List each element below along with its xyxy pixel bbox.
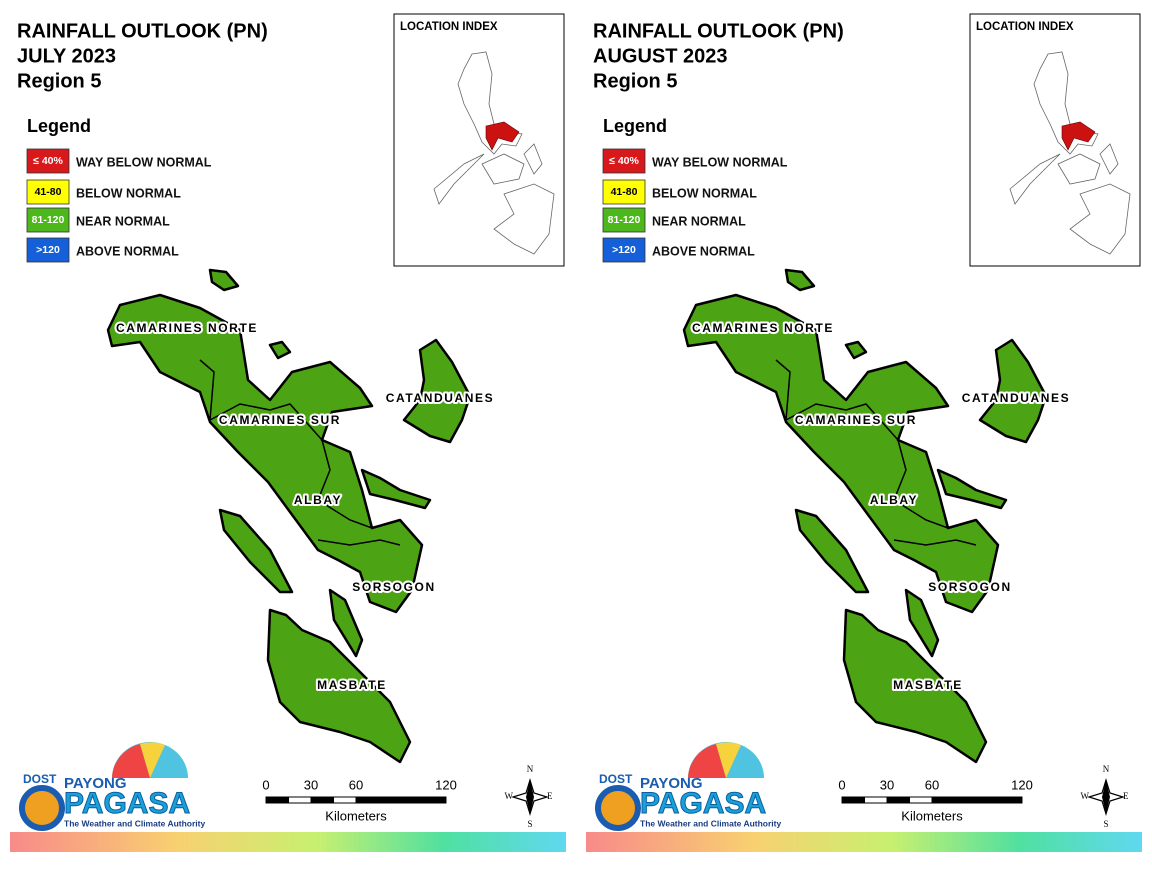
scale-label: 30 — [304, 777, 318, 792]
legend-label: BELOW NORMAL — [652, 186, 757, 200]
province-label: CAMARINES SUR — [219, 413, 341, 427]
legend-swatch — [602, 237, 646, 263]
scale-segment — [864, 796, 888, 804]
logo-pagasa: PAGASA — [640, 787, 766, 820]
scale-label: 0 — [262, 777, 269, 792]
scale-segment — [355, 796, 447, 804]
color-strip — [586, 832, 1142, 852]
logo-tagline: The Weather and Climate Authority — [64, 818, 205, 828]
province-label: ALBAY — [294, 493, 342, 507]
scale-label: 120 — [435, 777, 457, 792]
logo-payong: PAYONG — [640, 775, 703, 792]
scale-segment — [288, 796, 312, 804]
compass-letter: E — [1123, 791, 1129, 801]
color-strip — [10, 832, 566, 852]
legend-label: ABOVE NORMAL — [76, 244, 179, 258]
legend-range: ≤ 40% — [609, 155, 639, 167]
legend-swatch — [26, 179, 70, 205]
legend-title: Legend — [27, 116, 91, 136]
umbrella-yellow — [716, 742, 741, 778]
scale-label: 0 — [838, 777, 845, 792]
logo-seal — [595, 785, 641, 831]
compass-core — [526, 780, 534, 814]
scale-label: 120 — [1011, 777, 1033, 792]
province-label: ALBAY — [870, 493, 918, 507]
legend-title: Legend — [603, 116, 667, 136]
compass-letter: N — [527, 764, 534, 774]
province-label: MASBATE — [893, 678, 963, 692]
compass-letter: S — [1103, 819, 1108, 829]
legend-label: WAY BELOW NORMAL — [652, 155, 788, 169]
legend-range: 81-120 — [608, 214, 641, 226]
province-label: SORSOGON — [352, 580, 435, 594]
logo-pagasa: PAGASA — [64, 787, 190, 820]
title-line: Region 5 — [17, 70, 101, 92]
compass-letter: N — [1103, 764, 1110, 774]
legend-label: ABOVE NORMAL — [652, 244, 755, 258]
legend-swatch — [26, 237, 70, 263]
logo-dost: DOST — [599, 772, 633, 786]
legend-range: >120 — [612, 244, 636, 256]
legend-label: BELOW NORMAL — [76, 186, 181, 200]
compass-letter: W — [1081, 791, 1090, 801]
compass-letter: E — [547, 791, 553, 801]
compass-letter: S — [527, 819, 532, 829]
umbrella-yellow — [140, 742, 165, 778]
legend-range: >120 — [36, 244, 60, 256]
panel: RAINFALL OUTLOOK (PN) AUGUST 2023 Region 5… — [586, 13, 1142, 852]
title-line: JULY 2023 — [17, 45, 116, 67]
region-map — [684, 270, 1046, 762]
legend-swatch — [602, 148, 646, 174]
logo-tagline: The Weather and Climate Authority — [640, 818, 781, 828]
logo-seal — [19, 785, 65, 831]
compass-letter: W — [505, 791, 514, 801]
logo-payong: PAYONG — [64, 775, 127, 792]
scale-segment — [333, 796, 357, 804]
legend-swatch — [602, 207, 646, 233]
province-label: SORSOGON — [928, 580, 1011, 594]
province-label: CAMARINES NORTE — [116, 321, 258, 335]
region-map — [108, 270, 470, 762]
umbrella-red — [112, 744, 150, 778]
scale-label: 60 — [925, 777, 939, 792]
scale-unit: Kilometers — [325, 808, 387, 823]
scale-label: 30 — [880, 777, 894, 792]
scale-segment — [886, 796, 910, 804]
legend-range: 41-80 — [35, 186, 62, 198]
scale-unit: Kilometers — [901, 808, 963, 823]
title-line: RAINFALL OUTLOOK (PN) — [17, 20, 268, 42]
legend-label: NEAR NORMAL — [76, 214, 170, 228]
legend-range: 41-80 — [611, 186, 638, 198]
province-label: CAMARINES NORTE — [692, 321, 834, 335]
province-label: CATANDUANES — [962, 391, 1071, 405]
scale-label: 60 — [349, 777, 363, 792]
title-line: Region 5 — [593, 70, 677, 92]
province-label: CAMARINES SUR — [795, 413, 917, 427]
panel: RAINFALL OUTLOOK (PN) JULY 2023 Region 5 Le… — [10, 13, 566, 852]
location-title: LOCATION INDEX — [976, 21, 1074, 33]
legend-swatch — [602, 179, 646, 205]
scale-segment — [909, 796, 933, 804]
legend-label: NEAR NORMAL — [652, 214, 746, 228]
legend-range: ≤ 40% — [33, 155, 63, 167]
title-line: RAINFALL OUTLOOK (PN) — [593, 20, 844, 42]
legend-swatch — [26, 148, 70, 174]
province-label: CATANDUANES — [386, 391, 495, 405]
logo-dost: DOST — [23, 772, 57, 786]
legend-label: WAY BELOW NORMAL — [76, 155, 212, 169]
umbrella-red — [688, 744, 726, 778]
legend-swatch — [26, 207, 70, 233]
legend-range: 81-120 — [32, 214, 65, 226]
location-title: LOCATION INDEX — [400, 21, 498, 33]
province-label: MASBATE — [317, 678, 387, 692]
scale-segment — [265, 796, 289, 804]
scale-segment — [841, 796, 865, 804]
scale-segment — [931, 796, 1023, 804]
compass-core — [1102, 780, 1110, 814]
scale-segment — [310, 796, 334, 804]
title-line: AUGUST 2023 — [593, 45, 728, 67]
